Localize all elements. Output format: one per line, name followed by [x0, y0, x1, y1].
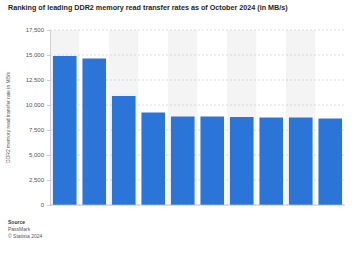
y-tick-mark: [47, 155, 50, 156]
y-tick: 5,000: [29, 152, 50, 158]
grid-line: [50, 55, 345, 56]
copyright: © Statista 2024: [8, 233, 42, 239]
y-tick-mark: [47, 180, 50, 181]
x-axis-domain: [51, 205, 346, 206]
y-tick-mark: [47, 105, 50, 106]
bars: [53, 56, 342, 205]
bar: [53, 56, 77, 205]
grid: [50, 30, 345, 205]
y-tick: 10,000: [26, 102, 50, 108]
y-tick-mark: [47, 80, 50, 81]
bar: [230, 117, 254, 205]
source-label: Source: [8, 219, 25, 225]
bands: [50, 30, 345, 205]
y-tick-label: 0: [41, 202, 45, 208]
y-tick: 12,500: [26, 77, 50, 83]
y-tick-label: 12,500: [26, 77, 45, 83]
y-tick-label: 7,500: [29, 127, 45, 133]
bar: [289, 118, 313, 206]
grid-line: [50, 30, 345, 31]
y-tick-mark: [47, 55, 50, 56]
x-axis: [51, 205, 346, 207]
bar: [259, 118, 283, 206]
y-tick: 7,500: [29, 127, 50, 133]
y-tick-mark: [47, 205, 50, 206]
y-tick: 17,500: [26, 27, 50, 33]
bar: [318, 119, 342, 206]
y-tick: 15,000: [26, 52, 50, 58]
y-tick-label: 17,500: [26, 27, 45, 33]
y-tick-label: 15,000: [26, 52, 45, 58]
band: [227, 30, 257, 205]
y-tick-mark: [47, 130, 50, 131]
chart-svg: Ranking of leading DDR2 memory read tran…: [0, 0, 355, 253]
source-block: SourcePassMark© Statista 2024: [8, 219, 42, 239]
chart-container: Ranking of leading DDR2 memory read tran…: [0, 0, 355, 253]
grid-line: [50, 205, 345, 206]
source: PassMark: [8, 226, 31, 232]
band: [168, 30, 198, 205]
plot: 0 2,500 5,000 7,500 10,000 12,500 15,000 17,500: [26, 27, 346, 208]
y-axis-line: [47, 31, 51, 206]
band: [286, 30, 316, 205]
y-axis: 0 2,500 5,000 7,500 10,000 12,500 15,000 17,500: [26, 27, 51, 208]
band: [316, 30, 346, 205]
band: [257, 30, 287, 205]
y-tick-mark: [47, 30, 50, 31]
band: [109, 30, 139, 205]
band: [198, 30, 228, 205]
y-tick-label: 2,500: [29, 177, 45, 183]
y-tick-label: 5,000: [29, 152, 45, 158]
bar: [200, 117, 224, 206]
title: Ranking of leading DDR2 memory read tran…: [8, 3, 288, 12]
bar: [112, 96, 136, 205]
bar: [141, 113, 165, 206]
y-tick: 2,500: [29, 177, 50, 183]
y-tick-label: 10,000: [26, 102, 45, 108]
band: [80, 30, 110, 205]
y-tick: 0: [41, 202, 50, 208]
band: [50, 30, 80, 205]
y-axis-title: DDR2 memory read transfer rate in MB/s: [5, 72, 11, 163]
band: [139, 30, 169, 205]
bar: [171, 117, 195, 206]
bar: [82, 59, 106, 206]
x-axis-line: [50, 205, 345, 206]
